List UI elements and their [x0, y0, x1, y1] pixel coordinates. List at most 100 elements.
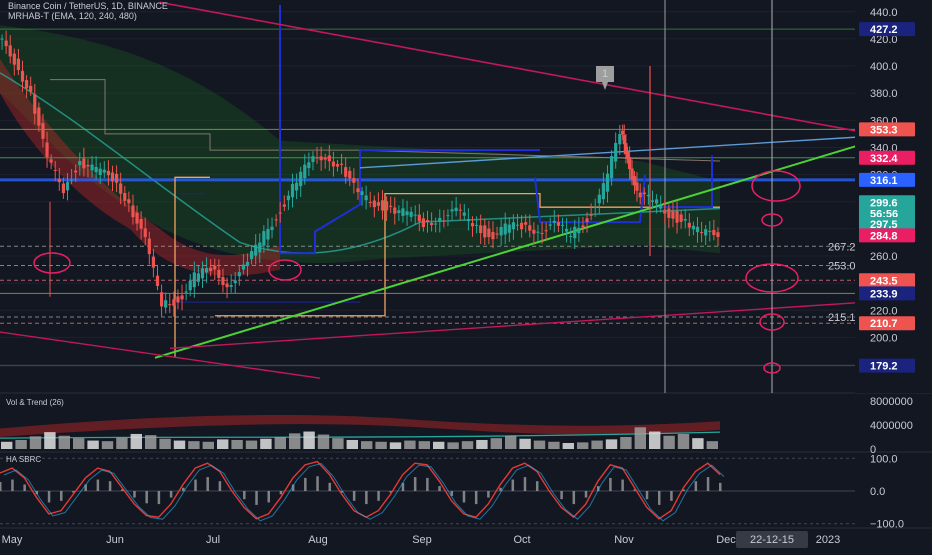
- step-line-blue: [279, 5, 713, 255]
- price-tag: [859, 150, 915, 165]
- volume-bar: [605, 439, 618, 449]
- lower-resistance-line: [0, 331, 321, 379]
- candle-body: [380, 200, 385, 211]
- candle-body: [434, 223, 438, 225]
- candle-body: [282, 204, 286, 207]
- volume-bar: [245, 440, 258, 449]
- candle-body: [470, 223, 475, 227]
- oscillator-histogram-bar: [682, 489, 685, 491]
- candle-body: [360, 191, 364, 196]
- oscillator-histogram-bar: [0, 482, 2, 491]
- candle-body: [151, 256, 156, 268]
- volume-bar: [663, 435, 675, 449]
- candle-body: [503, 223, 507, 235]
- candle-body: [237, 272, 241, 277]
- candle-body: [544, 230, 548, 232]
- time-tick-label: Sep: [412, 534, 432, 546]
- volume-bar: [677, 433, 690, 449]
- candle-body: [94, 166, 98, 173]
- candle-body: [192, 272, 196, 288]
- oscillator-histogram-bar: [621, 479, 624, 491]
- oscillator-histogram-bar: [389, 491, 393, 493]
- oscillator-histogram-bar: [169, 491, 173, 498]
- candle-body: [61, 183, 66, 194]
- marker-ellipse: [745, 263, 799, 293]
- oscillator-histogram-bar: [609, 477, 612, 491]
- volume-bar: [202, 441, 214, 449]
- candle-body: [507, 224, 511, 233]
- candle-body: [127, 199, 131, 204]
- candle-body: [319, 156, 323, 161]
- oscillator-histogram-bar: [633, 489, 637, 491]
- candle-body: [8, 45, 12, 57]
- oscillator-histogram-bar: [243, 491, 246, 500]
- candle-body: [57, 178, 61, 183]
- volume-bar: [44, 432, 56, 449]
- candle-body: [397, 210, 401, 213]
- volume-bar: [145, 435, 157, 449]
- volume-bar: [101, 441, 114, 449]
- volume-bar: [620, 436, 632, 449]
- price-tag: [859, 122, 915, 137]
- candle-body: [16, 58, 21, 71]
- price-tag-label: 427.2: [870, 24, 898, 36]
- candle-body: [356, 188, 360, 193]
- candle-body: [609, 156, 614, 179]
- candle-body: [528, 225, 532, 231]
- candle-body: [716, 232, 720, 237]
- candle-body: [421, 218, 426, 228]
- candle-body: [413, 214, 417, 216]
- candle-body: [307, 162, 311, 169]
- volume-bar: [461, 441, 474, 449]
- oscillator-histogram-bar: [426, 477, 429, 491]
- candle-body: [401, 208, 405, 216]
- volume-bar: [692, 438, 704, 449]
- price-tag-label: 353.3: [870, 124, 898, 136]
- candle-body: [213, 265, 217, 270]
- volume-bar: [274, 436, 286, 449]
- volume-bar: [375, 441, 387, 449]
- time-tick-label: Jul: [206, 534, 220, 546]
- candle-body: [225, 283, 229, 288]
- price-tick-label: 260.0: [870, 251, 898, 263]
- oscillator-histogram-bar: [328, 482, 331, 491]
- oscillator-histogram-bar: [255, 491, 258, 505]
- price-tag-label: 243.5: [870, 275, 898, 287]
- oscillator-histogram-bar: [96, 479, 100, 491]
- volume-bar: [591, 440, 603, 449]
- oscillator-histogram-bar: [719, 482, 722, 491]
- candle-body: [86, 164, 90, 167]
- oscillator-tick-label: −100.0: [870, 519, 904, 531]
- candle-body: [123, 192, 127, 201]
- candle-body: [540, 232, 544, 234]
- candle-body: [442, 220, 446, 222]
- candle-body: [495, 233, 499, 235]
- candle-body: [618, 134, 622, 145]
- candle-body: [217, 269, 221, 278]
- candle-body: [245, 261, 250, 267]
- candle-body: [164, 300, 168, 308]
- oscillator-histogram-bar: [706, 477, 710, 491]
- volume-bar: [634, 427, 646, 449]
- price-tick-label: 380.0: [870, 88, 898, 100]
- oscillator-histogram-bar: [487, 491, 490, 498]
- candle-body: [119, 183, 123, 194]
- volume-bar: [562, 442, 574, 449]
- candle-body: [331, 161, 336, 167]
- candle-body: [691, 225, 696, 230]
- candle-body: [274, 219, 278, 221]
- time-tick-label: Aug: [308, 534, 328, 546]
- level-label: 267.2: [828, 241, 856, 253]
- price-tag-label: 332.4: [870, 153, 898, 165]
- candle-body: [556, 222, 561, 226]
- candle-body: [393, 207, 397, 214]
- candle-body: [687, 222, 691, 228]
- candles: [0, 30, 720, 317]
- candle-body: [632, 176, 637, 186]
- oscillator-histogram-bar: [474, 491, 478, 505]
- candle-body: [675, 211, 679, 223]
- candle-body: [585, 218, 589, 223]
- price-tag: [859, 286, 915, 301]
